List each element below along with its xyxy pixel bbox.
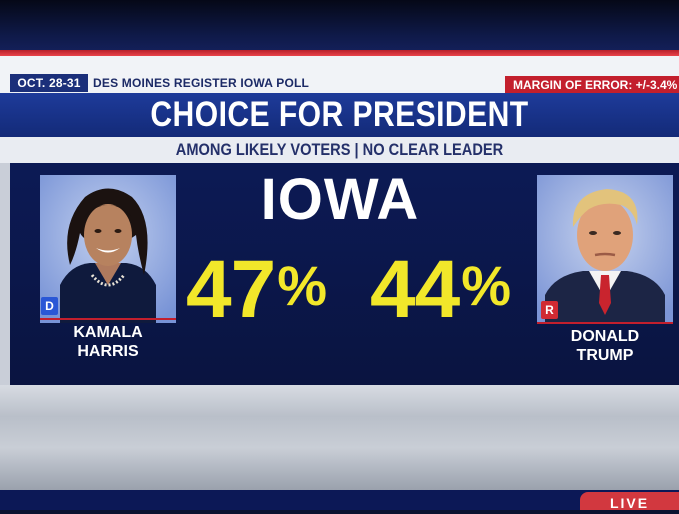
harris-percentage: 47% <box>186 241 327 335</box>
harris-portrait <box>40 175 176 323</box>
democrat-badge: D <box>41 297 58 315</box>
trump-underline <box>537 322 673 324</box>
lower-frame <box>0 385 679 490</box>
red-accent-stripe <box>0 50 679 56</box>
bottom-edge <box>0 490 679 510</box>
trump-portrait <box>537 175 673 323</box>
poll-source: DES MOINES REGISTER IOWA POLL <box>93 76 310 90</box>
harris-percent-symbol: % <box>277 254 327 317</box>
subtitle: AMONG LIKELY VOTERS | NO CLEAR LEADER <box>175 140 504 159</box>
trump-percent-symbol: % <box>461 254 511 317</box>
harris-first-name: KAMALA <box>73 324 143 341</box>
harris-last-name: HARRIS <box>77 343 139 360</box>
top-frame <box>0 0 679 52</box>
subtitle-band <box>0 137 679 163</box>
republican-badge: R <box>541 301 558 319</box>
margin-of-error-badge: MARGIN OF ERROR: +/-3.4% <box>505 76 679 94</box>
title-band <box>0 93 679 137</box>
trump-last-name: TRUMP <box>576 347 634 364</box>
trump-percent-value: 44 <box>370 244 460 335</box>
left-edge <box>0 163 10 385</box>
trump-percentage: 44% <box>370 241 511 335</box>
page-title: CHOICE FOR PRESIDENT <box>150 95 529 134</box>
state-name: IOWA <box>260 167 420 232</box>
harris-percent-value: 47 <box>186 244 276 335</box>
trump-first-name: DONALD <box>570 328 640 345</box>
harris-underline <box>40 318 176 320</box>
harris-name: KAMALA HARRIS <box>40 323 176 361</box>
date-badge: OCT. 28-31 <box>10 74 88 92</box>
live-badge: LIVE <box>580 492 679 511</box>
trump-name: DONALD TRUMP <box>537 327 673 365</box>
